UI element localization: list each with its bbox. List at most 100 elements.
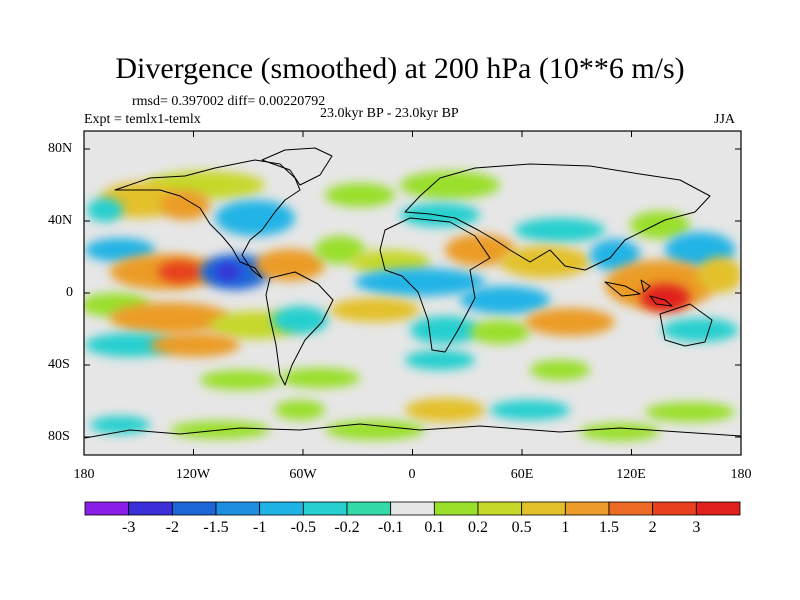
field-blob bbox=[85, 238, 155, 262]
field-blob bbox=[470, 320, 530, 344]
lat-label-40s: 40S bbox=[48, 357, 70, 372]
colorbar-label: 0.1 bbox=[424, 519, 445, 536]
colorbar-swatch bbox=[390, 501, 435, 516]
greenland-coast bbox=[261, 147, 333, 186]
coastlines bbox=[84, 147, 741, 439]
field-blob bbox=[400, 203, 480, 227]
lon-label-120e: 120E bbox=[616, 467, 646, 482]
colorbar-swatch bbox=[652, 501, 697, 516]
colorbar-label: 3 bbox=[692, 519, 701, 536]
divergence-field bbox=[84, 131, 741, 455]
south-america-coast bbox=[265, 271, 334, 386]
field-blob bbox=[216, 264, 240, 280]
lat-label-80n: 80N bbox=[48, 141, 73, 156]
colorbar-label: -1.5 bbox=[203, 519, 229, 536]
australia-coast bbox=[659, 303, 713, 347]
colorbar-swatch bbox=[302, 501, 348, 516]
colorbar-label: -0.5 bbox=[290, 519, 316, 536]
field-blob bbox=[490, 400, 570, 420]
indonesia-coast bbox=[604, 281, 641, 297]
field-blob bbox=[460, 286, 550, 314]
colorbar-swatch bbox=[259, 501, 304, 516]
africa-coast bbox=[379, 217, 491, 353]
field-blob bbox=[160, 190, 210, 220]
colorbar-swatch bbox=[608, 501, 654, 516]
colorbar-swatch bbox=[128, 501, 173, 516]
experiment-label: Expt = temlx1-temlx bbox=[84, 112, 201, 127]
field-blob bbox=[325, 183, 395, 207]
lon-label-180w: 180 bbox=[73, 467, 95, 482]
field-blob bbox=[645, 402, 735, 422]
field-blob bbox=[662, 318, 738, 342]
colorbar-swatch bbox=[215, 501, 261, 516]
field-blob bbox=[525, 308, 615, 336]
field-blob bbox=[500, 246, 590, 278]
colorbar-label: -3 bbox=[121, 519, 136, 536]
field-blob bbox=[280, 368, 360, 388]
field-blob bbox=[110, 302, 230, 334]
field-blob bbox=[325, 420, 425, 440]
lat-ticks bbox=[84, 148, 741, 438]
colorbar-label: 0.2 bbox=[468, 519, 488, 536]
field-blob bbox=[330, 298, 420, 322]
colorbar-swatch bbox=[695, 501, 741, 516]
field-blob bbox=[255, 249, 325, 281]
lon-label-60w: 60W bbox=[289, 467, 317, 482]
north-america-coast bbox=[114, 159, 301, 279]
colorbar-swatch bbox=[346, 501, 392, 516]
colorbar-label: 2 bbox=[648, 519, 657, 536]
colorbar-label: -0.2 bbox=[334, 519, 360, 536]
new-guinea-coast bbox=[649, 295, 673, 307]
field-blob bbox=[355, 268, 485, 296]
lon-label-120w: 120W bbox=[175, 467, 211, 482]
colorbar-label: 0.5 bbox=[511, 519, 532, 536]
field-blob bbox=[85, 333, 175, 357]
field-blob bbox=[640, 284, 690, 312]
lon-label-0: 0 bbox=[408, 467, 416, 482]
antarctica-coast bbox=[84, 423, 741, 439]
field-blob bbox=[315, 236, 365, 264]
field-blob bbox=[158, 261, 202, 283]
lat-label-40n: 40N bbox=[48, 213, 73, 228]
colorbar-swatch bbox=[521, 501, 566, 516]
field-blob bbox=[215, 200, 295, 236]
field-blob bbox=[405, 398, 485, 422]
field-blob bbox=[410, 316, 480, 344]
field-blob bbox=[405, 350, 475, 370]
colorbar-swatch bbox=[433, 501, 479, 516]
colorbar-swatch bbox=[477, 501, 523, 516]
eurasia-coast bbox=[404, 163, 711, 271]
borneo-coast bbox=[640, 279, 651, 293]
field-blob bbox=[698, 257, 741, 293]
lat-label-80s: 80S bbox=[48, 429, 70, 444]
lon-label-180e: 180 bbox=[730, 467, 752, 482]
stats-line: rmsd= 0.397002 diff= 0.00220792 bbox=[132, 94, 326, 109]
colorbar-swatch bbox=[171, 501, 217, 516]
field-blob bbox=[272, 306, 328, 334]
plot-title: Divergence (smoothed) at 200 hPa (10**6 … bbox=[115, 52, 685, 85]
field-blob bbox=[200, 370, 280, 390]
field-blob bbox=[630, 211, 690, 239]
lon-ticks bbox=[83, 131, 742, 455]
colorbar-label: 1 bbox=[561, 519, 570, 536]
colorbar bbox=[84, 501, 741, 516]
period-line: 23.0kyr BP - 23.0kyr BP bbox=[320, 106, 459, 121]
colorbar-swatch bbox=[84, 501, 130, 516]
colorbar-label: -0.1 bbox=[377, 519, 404, 536]
colorbar-swatch bbox=[564, 501, 610, 516]
field-blob bbox=[90, 416, 150, 434]
colorbar-label: -1 bbox=[252, 519, 267, 536]
field-blob bbox=[150, 333, 240, 357]
field-blob bbox=[530, 360, 590, 380]
lon-label-60e: 60E bbox=[510, 467, 534, 482]
lat-label-equator: 0 bbox=[66, 285, 73, 300]
colorbar-label: 1.5 bbox=[599, 519, 619, 536]
field-blob bbox=[275, 400, 325, 420]
season-label: JJA bbox=[714, 112, 736, 127]
field-blob bbox=[580, 423, 660, 441]
field-blob bbox=[350, 250, 430, 274]
field-blob bbox=[515, 218, 605, 242]
field-blob bbox=[87, 198, 123, 222]
colorbar-label: -2 bbox=[165, 519, 179, 536]
